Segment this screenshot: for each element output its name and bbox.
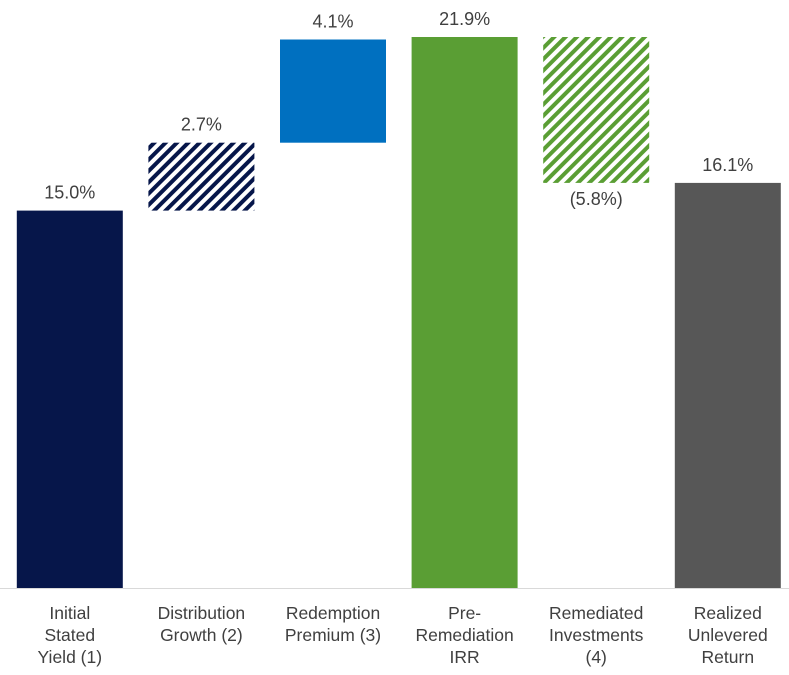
value-label-3: 4.1% — [312, 12, 353, 32]
bar-3 — [280, 39, 386, 143]
bar-5 — [543, 37, 650, 183]
value-label-6: 16.1% — [702, 155, 753, 175]
bar-4 — [411, 37, 518, 588]
bar-2 — [148, 142, 255, 211]
category-label-3: Redemption Premium (3) — [285, 603, 381, 645]
value-label-4: 21.9% — [439, 9, 490, 29]
bar-1 — [16, 210, 123, 588]
value-label-5: (5.8%) — [570, 189, 623, 209]
value-labels-layer: 15.0% 2.7% 4.1% 21.9% (5.8%) 16.1% — [44, 9, 753, 209]
category-label-5: Remediated Investments (4) — [549, 603, 644, 667]
category-label-1: Initial Stated Yield (1) — [38, 603, 103, 667]
value-label-2: 2.7% — [181, 115, 222, 135]
category-label-2: Distribution Growth (2) — [158, 603, 246, 645]
category-label-4: Pre-Remediation IRR — [415, 603, 513, 667]
category-label-6: Realized Unlevered Return — [688, 603, 768, 667]
value-label-1: 15.0% — [44, 183, 95, 203]
bars-layer — [0, 37, 789, 589]
category-labels-layer: Initial Stated Yield (1) Distribution Growth… — [38, 603, 768, 667]
bar-6 — [674, 182, 781, 588]
